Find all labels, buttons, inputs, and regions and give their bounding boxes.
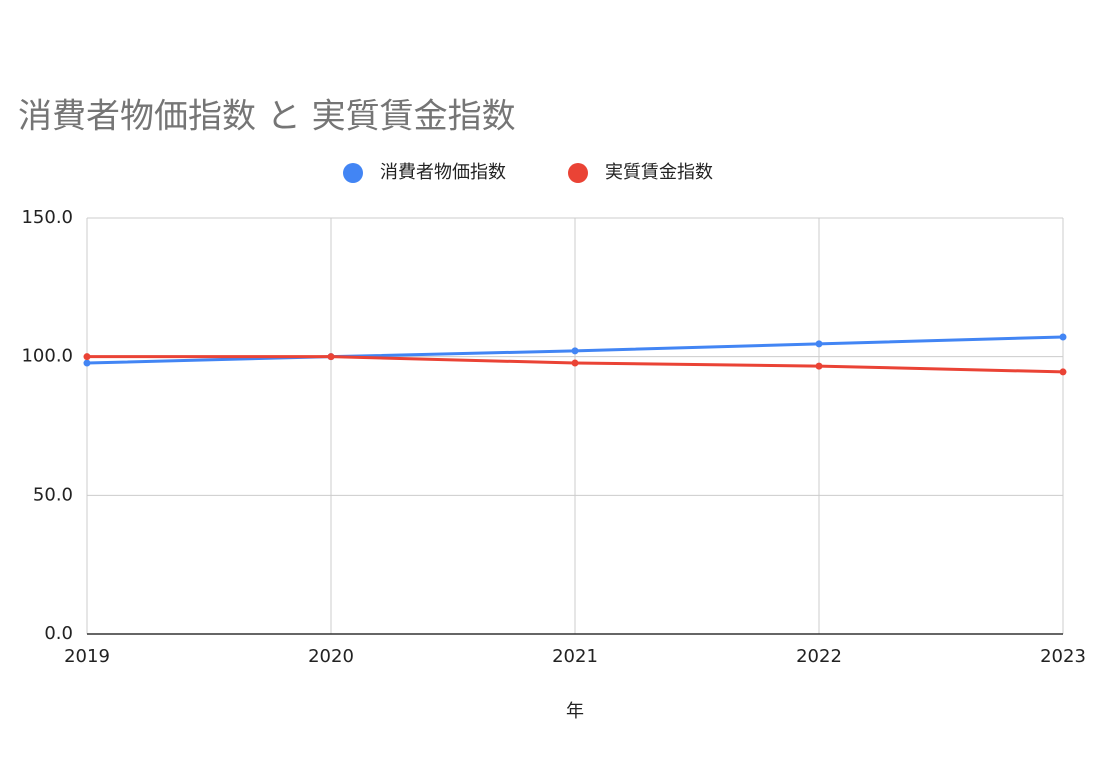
- data-point: [1059, 368, 1067, 376]
- y-tick-label: 50.0: [33, 484, 73, 505]
- y-tick-label: 0.0: [44, 623, 73, 644]
- data-point: [815, 340, 823, 348]
- data-point: [571, 359, 579, 367]
- legend-swatch: [568, 163, 588, 183]
- y-tick-label: 100.0: [21, 346, 73, 367]
- chart-title: 消費者物価指数 と 実質賃金指数: [18, 97, 516, 137]
- data-point: [815, 362, 823, 370]
- legend-label: 消費者物価指数: [380, 162, 506, 183]
- x-tick-label: 2019: [64, 646, 110, 667]
- legend-swatch: [343, 163, 363, 183]
- x-axis-title: 年: [566, 701, 584, 722]
- data-point: [1059, 333, 1067, 341]
- y-tick-label: 150.0: [21, 207, 73, 228]
- data-point: [327, 353, 335, 361]
- data-point: [83, 353, 91, 361]
- x-tick-label: 2021: [552, 646, 598, 667]
- x-tick-label: 2023: [1040, 646, 1086, 667]
- data-point: [571, 347, 579, 355]
- x-tick-label: 2022: [796, 646, 842, 667]
- data-point: [83, 359, 91, 367]
- legend-label: 実質賃金指数: [605, 162, 713, 183]
- x-tick-label: 2020: [308, 646, 354, 667]
